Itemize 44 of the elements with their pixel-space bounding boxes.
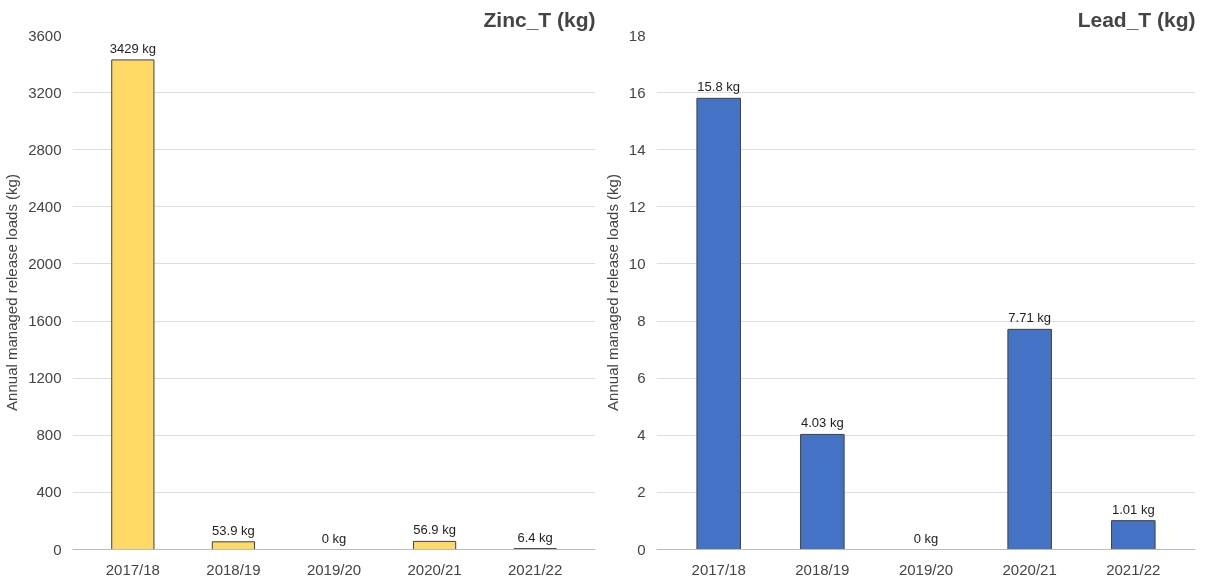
- y-axis-title: Annual managed release loads (kg): [603, 174, 621, 411]
- x-tick-label: 2021/22: [1106, 560, 1161, 578]
- y-tick-label: 1600: [28, 312, 62, 330]
- data-label: 6.4 kg: [517, 529, 553, 545]
- x-tick-label: 2021/22: [508, 560, 563, 578]
- data-label: 7.71 kg: [1008, 310, 1051, 326]
- x-tick-label: 2018/19: [206, 560, 261, 578]
- y-tick-label: 800: [36, 426, 62, 444]
- x-tick-label: 2018/19: [795, 560, 850, 578]
- y-tick-label: 18: [628, 26, 646, 44]
- x-tick-label: 2020/21: [407, 560, 462, 578]
- y-tick-label: 0: [53, 540, 62, 558]
- data-label: 4.03 kg: [801, 415, 844, 431]
- data-label: 15.8 kg: [697, 79, 741, 95]
- data-label: 1.01 kg: [1111, 501, 1155, 517]
- y-tick-label: 8: [637, 312, 646, 330]
- x-tick-label: 2017/18: [105, 560, 160, 578]
- y-tick-label: 2400: [28, 197, 62, 215]
- data-label: 53.9 kg: [212, 522, 255, 538]
- y-tick-label: 2800: [28, 140, 62, 158]
- chart-title: Lead_T (kg): [1077, 7, 1196, 31]
- y-tick-label: 2000: [28, 254, 62, 272]
- y-axis-title: Annual managed release loads (kg): [3, 174, 21, 411]
- data-label: 0 kg: [913, 530, 939, 546]
- x-tick-label: 2020/21: [1002, 560, 1057, 578]
- y-tick-label: 14: [628, 140, 646, 158]
- chart-title: Zinc_T (kg): [483, 7, 596, 31]
- y-tick-label: 12: [628, 197, 646, 215]
- y-tick-label: 3200: [28, 83, 62, 101]
- y-tick-label: 4: [637, 426, 646, 444]
- y-tick-label: 6: [637, 369, 646, 387]
- y-tick-label: 400: [36, 483, 62, 501]
- y-tick-label: 2: [637, 483, 646, 501]
- x-tick-label: 2019/20: [306, 560, 362, 578]
- data-label: 3429 kg: [109, 40, 156, 56]
- y-tick-label: 10: [628, 254, 646, 272]
- data-label: 56.9 kg: [413, 522, 456, 538]
- y-tick-label: 1200: [28, 369, 62, 387]
- x-tick-label: 2019/20: [898, 560, 954, 578]
- y-tick-label: 3600: [28, 26, 62, 44]
- y-tick-label: 16: [628, 83, 646, 101]
- data-label: 0 kg: [321, 530, 347, 546]
- x-tick-label: 2017/18: [691, 560, 746, 578]
- y-tick-label: 0: [637, 540, 646, 558]
